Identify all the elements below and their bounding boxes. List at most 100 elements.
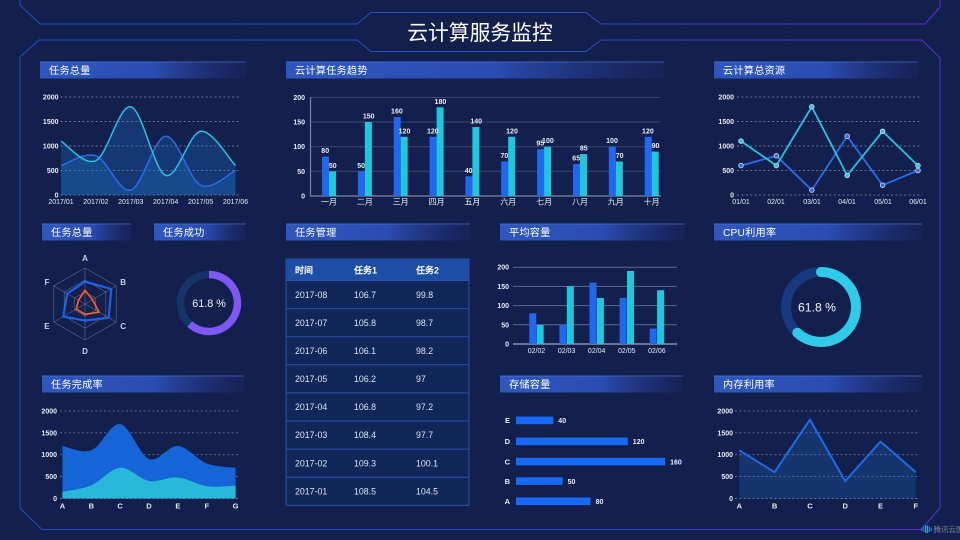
svg-text:02/05: 02/05 (618, 348, 636, 355)
svg-text:0: 0 (53, 496, 57, 503)
svg-text:150: 150 (293, 120, 305, 127)
svg-text:61.8 %: 61.8 % (192, 298, 226, 310)
svg-text:1500: 1500 (718, 119, 734, 126)
svg-text:2017-03: 2017-03 (295, 430, 327, 440)
svg-text:2017-08: 2017-08 (295, 290, 327, 300)
svg-text:120: 120 (633, 439, 645, 446)
svg-text:2017-05: 2017-05 (295, 374, 327, 384)
svg-text:2017-07: 2017-07 (295, 318, 327, 328)
svg-text:六月: 六月 (500, 197, 516, 207)
svg-text:七月: 七月 (536, 198, 552, 207)
svg-text:任务总量: 任务总量 (49, 64, 91, 77)
svg-text:97.7: 97.7 (416, 430, 433, 440)
svg-text:平均容量: 平均容量 (509, 226, 551, 239)
svg-text:2017/03: 2017/03 (118, 199, 143, 206)
svg-text:106.7: 106.7 (354, 290, 376, 300)
svg-text:F: F (44, 278, 49, 287)
svg-text:D: D (146, 502, 152, 511)
svg-text:50: 50 (568, 479, 576, 486)
svg-text:01/01: 01/01 (732, 199, 750, 206)
svg-text:2017-04: 2017-04 (295, 402, 327, 412)
svg-text:200: 200 (293, 95, 305, 102)
svg-text:109.3: 109.3 (354, 458, 376, 468)
svg-text:A: A (737, 502, 743, 511)
svg-text:0: 0 (729, 496, 733, 503)
svg-text:B: B (120, 278, 126, 287)
svg-text:1000: 1000 (41, 452, 57, 459)
svg-text:500: 500 (45, 474, 57, 481)
svg-text:05/01: 05/01 (874, 199, 892, 206)
svg-text:C: C (120, 322, 126, 331)
svg-text:D: D (82, 347, 88, 356)
svg-text:500: 500 (47, 168, 59, 175)
svg-text:三月: 三月 (393, 198, 409, 207)
svg-text:2017/01: 2017/01 (48, 199, 73, 206)
svg-text:500: 500 (721, 474, 733, 481)
svg-text:02/04: 02/04 (588, 348, 606, 355)
svg-text:2017/04: 2017/04 (153, 199, 178, 206)
svg-text:F: F (914, 502, 919, 511)
svg-text:80: 80 (321, 148, 329, 155)
svg-text:160: 160 (670, 459, 682, 466)
svg-text:1000: 1000 (717, 452, 733, 459)
svg-text:0: 0 (55, 193, 59, 200)
svg-text:八月: 八月 (572, 198, 588, 207)
svg-text:A: A (505, 497, 511, 506)
svg-text:06/01: 06/01 (909, 199, 927, 206)
svg-text:任务完成率: 任务完成率 (51, 378, 103, 391)
svg-text:0: 0 (505, 342, 509, 349)
svg-text:100: 100 (293, 144, 305, 151)
svg-text:腾讯云图: 腾讯云图 (934, 524, 960, 534)
svg-text:1500: 1500 (41, 430, 57, 437)
svg-text:50: 50 (501, 322, 509, 329)
svg-text:90: 90 (652, 143, 660, 150)
svg-text:D: D (505, 437, 511, 446)
svg-text:180: 180 (435, 99, 447, 106)
svg-text:50: 50 (329, 163, 337, 170)
svg-text:C: C (807, 502, 813, 511)
svg-text:G: G (233, 502, 239, 511)
svg-text:2000: 2000 (717, 408, 733, 415)
svg-text:100: 100 (606, 138, 618, 145)
svg-text:C: C (117, 502, 123, 511)
svg-text:80: 80 (596, 499, 604, 506)
svg-text:2017-01: 2017-01 (295, 487, 327, 497)
svg-text:2017/05: 2017/05 (188, 199, 213, 206)
svg-text:97.2: 97.2 (416, 402, 433, 412)
svg-text:104.5: 104.5 (416, 487, 438, 497)
svg-text:E: E (175, 502, 180, 511)
svg-text:61.8 %: 61.8 % (798, 301, 836, 315)
svg-text:02/03: 02/03 (558, 348, 576, 355)
svg-text:40: 40 (465, 168, 473, 175)
svg-text:C: C (505, 457, 511, 466)
svg-text:120: 120 (506, 128, 518, 135)
svg-text:内存利用率: 内存利用率 (723, 378, 775, 391)
svg-text:95: 95 (536, 141, 544, 148)
svg-text:02/01: 02/01 (767, 199, 785, 206)
svg-text:108.4: 108.4 (354, 430, 376, 440)
svg-text:100: 100 (497, 303, 509, 310)
svg-text:03/01: 03/01 (803, 199, 821, 206)
svg-text:70: 70 (616, 153, 624, 160)
svg-text:任务1: 任务1 (353, 265, 377, 276)
svg-text:120: 120 (399, 128, 411, 135)
svg-text:2000: 2000 (718, 95, 734, 102)
svg-text:云计算总资源: 云计算总资源 (723, 64, 785, 77)
svg-text:时间: 时间 (295, 265, 313, 276)
svg-text:四月: 四月 (429, 198, 445, 207)
svg-text:106.1: 106.1 (354, 346, 376, 356)
svg-text:106.8: 106.8 (354, 402, 376, 412)
svg-text:任务总量: 任务总量 (51, 226, 93, 239)
svg-text:E: E (505, 416, 510, 425)
svg-text:160: 160 (391, 109, 403, 116)
svg-text:0: 0 (730, 193, 734, 200)
svg-text:150: 150 (497, 284, 509, 291)
svg-text:D: D (842, 502, 848, 511)
svg-text:50: 50 (297, 169, 305, 176)
svg-text:CPU利用率: CPU利用率 (723, 226, 776, 239)
svg-text:40: 40 (558, 418, 566, 425)
svg-text:85: 85 (580, 146, 588, 153)
svg-text:存储容量: 存储容量 (509, 378, 551, 391)
svg-text:0: 0 (301, 194, 305, 201)
svg-text:140: 140 (470, 119, 482, 126)
